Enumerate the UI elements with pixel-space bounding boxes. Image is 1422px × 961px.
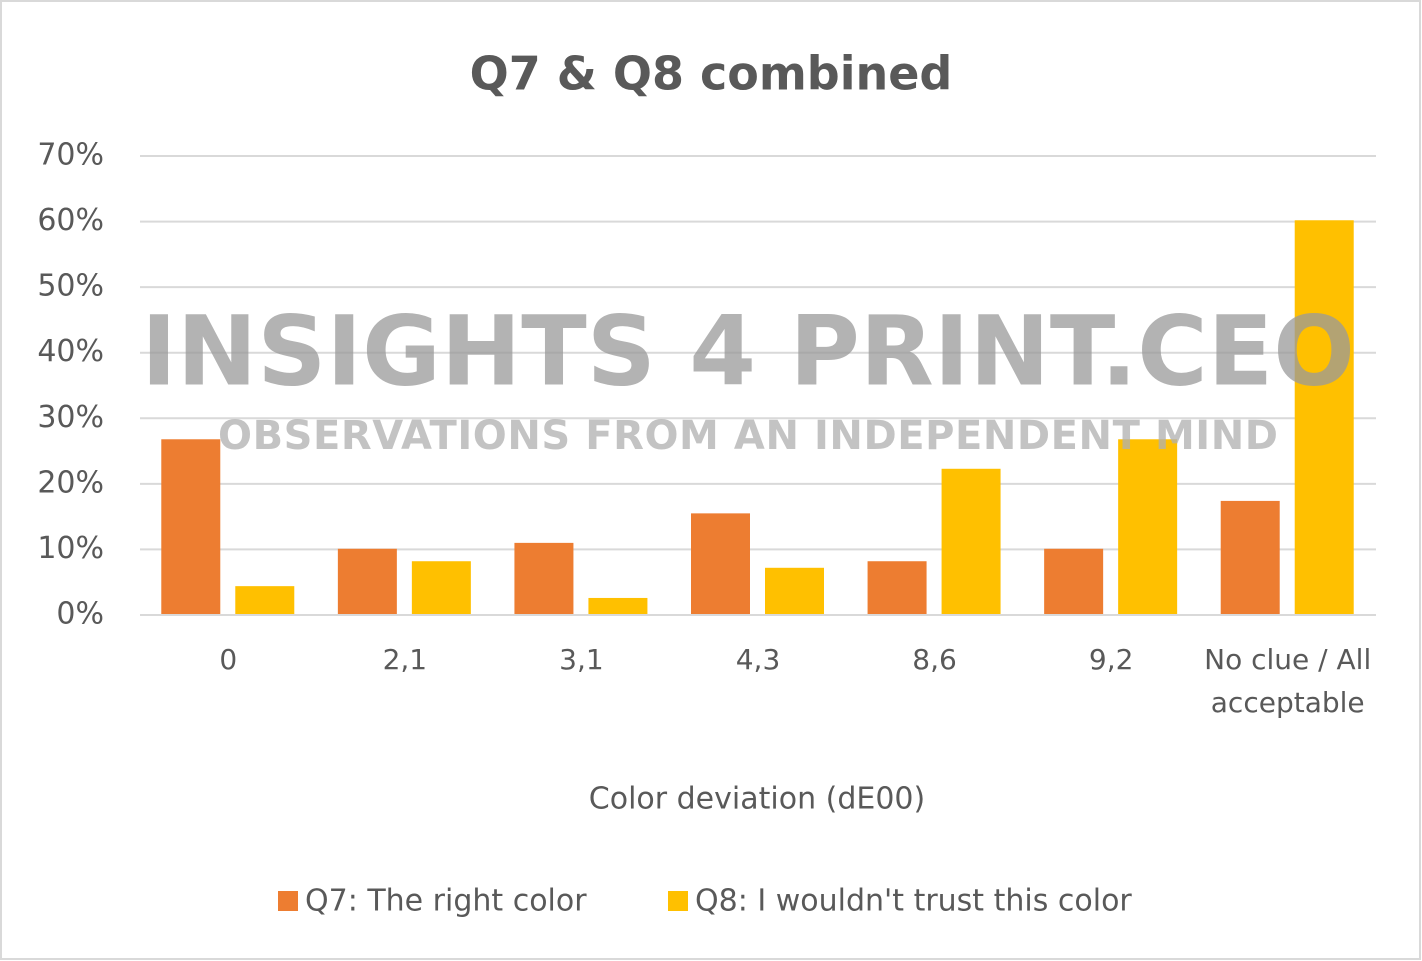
x-tick-label: 0 [219, 643, 238, 676]
y-tick-label: 60% [37, 203, 104, 238]
y-tick-label: 50% [37, 269, 104, 304]
bar [514, 542, 574, 615]
y-tick-label: 70% [37, 138, 104, 173]
legend-swatch [278, 891, 298, 911]
x-tick-label: 8,6 [912, 643, 957, 676]
bar [235, 586, 295, 615]
x-tick-label: No clue / All acceptable [1204, 643, 1372, 719]
x-tick-label-box: No clue / All acceptable [1204, 643, 1372, 719]
bar [1294, 220, 1354, 615]
watermark-subtitle: OBSERVATIONS FROM AN INDEPENDENT MIND [218, 413, 1278, 459]
legend-label: Q8: I wouldn't trust this color [695, 884, 1132, 919]
watermark: INSIGHTS 4 PRINT.CEO [141, 295, 1355, 407]
bar [411, 561, 471, 615]
x-tick-label-box: 0 [219, 643, 238, 676]
chart-title: Q7 & Q8 combined [470, 47, 953, 101]
bar [1220, 500, 1280, 615]
x-tick-label-box: 3,1 [559, 643, 604, 676]
y-tick-label: 40% [37, 334, 104, 369]
x-tick-label-box: 2,1 [382, 643, 428, 676]
x-tick-label: 4,3 [735, 643, 781, 676]
bar [765, 567, 824, 615]
x-tick-label-box: 8,6 [912, 643, 957, 676]
x-tick-label-box: 4,3 [735, 643, 781, 676]
x-tick-label: 2,1 [382, 643, 428, 676]
y-tick-label: 30% [37, 400, 104, 435]
legend-label: Q7: The right color [305, 884, 587, 919]
bar [337, 548, 397, 615]
bar [1118, 439, 1178, 615]
x-tick-label: 3,1 [559, 643, 604, 676]
legend-swatch [668, 891, 688, 911]
y-tick-label: 10% [37, 531, 104, 566]
y-tick-label: 20% [37, 465, 104, 500]
x-axis-title: Color deviation (dE00) [589, 782, 925, 817]
x-tick-label-box: 9,2 [1088, 643, 1134, 676]
bar [588, 597, 648, 615]
y-tick-label: 0% [56, 597, 104, 632]
bar [691, 513, 750, 615]
bar [1044, 548, 1104, 615]
bar [161, 439, 221, 615]
x-tick-label: 9,2 [1088, 643, 1134, 676]
bar [867, 561, 927, 615]
bar [941, 468, 1001, 615]
